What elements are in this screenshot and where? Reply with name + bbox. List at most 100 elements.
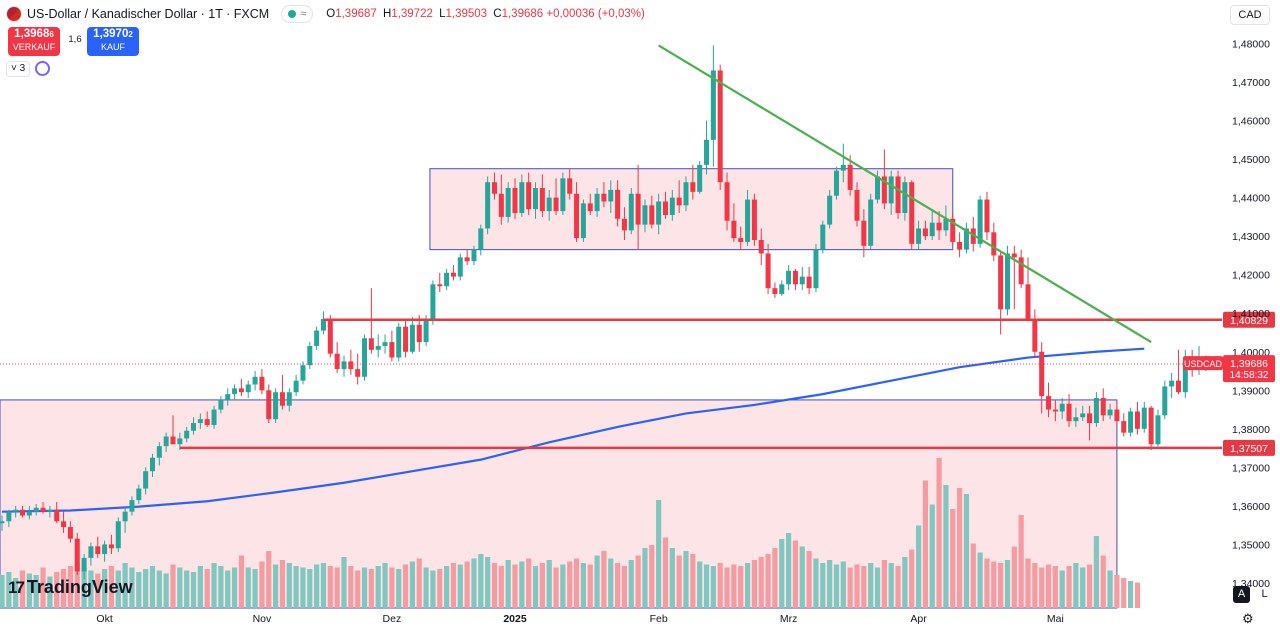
candle-body	[833, 170, 839, 196]
volume-bar	[621, 566, 628, 608]
volume-bar	[1004, 560, 1011, 608]
volume-bar	[957, 488, 963, 608]
x-tick-label: Mrz	[780, 613, 798, 625]
auto-scale-button[interactable]: A	[1233, 586, 1250, 603]
volume-bar	[594, 555, 600, 608]
currency-selector[interactable]: CAD	[1230, 5, 1270, 25]
candle-body	[355, 369, 361, 377]
candle-body	[197, 419, 203, 424]
candle-body	[533, 187, 539, 210]
volume-bar	[437, 569, 443, 608]
volume-bar	[608, 558, 614, 608]
volume-bar	[505, 560, 511, 608]
volume-bar	[102, 569, 108, 608]
candle-body	[909, 182, 915, 244]
market-status-pill[interactable]: ≈	[281, 5, 314, 23]
volume-bar	[259, 561, 265, 608]
candle-body	[1032, 320, 1038, 352]
candle-body	[977, 199, 983, 244]
candle-body	[6, 511, 12, 522]
volume-bar	[1121, 578, 1127, 608]
volume-bar	[190, 572, 197, 608]
volume-bar	[314, 564, 320, 608]
candle-body	[799, 276, 805, 285]
candle-body	[943, 218, 949, 231]
volume-bar	[683, 551, 689, 608]
volume-bar	[389, 567, 395, 608]
candle-body	[868, 199, 874, 246]
candle-body	[1114, 409, 1120, 422]
volume-bar	[628, 560, 634, 608]
volume-bar	[690, 554, 696, 608]
volume-bar	[833, 564, 840, 608]
candle-body	[122, 511, 128, 522]
sell-button[interactable]: 1,39686 VERKAUF	[8, 27, 60, 56]
candle-body	[881, 176, 887, 204]
volume-bar	[635, 555, 641, 608]
usd-cad-flag-icon	[6, 6, 22, 22]
indicator-toggle[interactable]: ˅ 3	[6, 60, 51, 77]
candle-body	[574, 193, 580, 239]
volume-bar	[6, 572, 12, 608]
last-price-tag	[1223, 355, 1275, 383]
candle-body	[772, 288, 778, 294]
x-tick-label: Dez	[383, 613, 402, 625]
candle-body	[211, 409, 217, 425]
volume-bar	[758, 557, 764, 608]
candle-body	[375, 345, 381, 350]
volume-bar	[779, 539, 785, 608]
volume-bar	[143, 569, 149, 608]
volume-bar	[519, 561, 525, 608]
volume-bar	[738, 566, 744, 608]
candle-body	[334, 353, 340, 370]
candle-body	[54, 509, 60, 522]
candle-body	[1107, 409, 1113, 416]
volume-bar	[799, 546, 805, 608]
candle-body	[957, 241, 963, 250]
volume-bar	[252, 569, 258, 608]
volume-bar	[74, 563, 80, 608]
candle-body	[1025, 284, 1031, 321]
volume-bar	[327, 566, 333, 608]
candle-body	[546, 197, 552, 212]
volume-bar	[861, 566, 867, 608]
candle-body	[362, 338, 368, 377]
candle-body	[293, 380, 299, 393]
tradingview-logo[interactable]: 17 TradingView	[8, 577, 133, 597]
candle-body	[143, 471, 149, 489]
volume-bar	[601, 551, 607, 608]
indicator-count[interactable]: ˅ 3	[6, 60, 31, 77]
volume-bar	[197, 566, 203, 608]
volume-bar	[382, 563, 388, 608]
x-tick-label: 2025	[503, 613, 527, 625]
volume-bar	[1045, 564, 1052, 608]
candle-body	[526, 182, 532, 210]
volume-bar	[656, 500, 662, 608]
volume-bar	[991, 561, 997, 608]
candle-body	[902, 182, 908, 214]
y-tick-label: 1,45000	[1232, 154, 1270, 166]
log-scale-button[interactable]: L	[1261, 588, 1268, 600]
symbol-title[interactable]: US-Dollar / Kanadischer Dollar · 1T · FX…	[27, 7, 270, 21]
buy-button[interactable]: 1,39702 KAUF	[87, 27, 139, 56]
settings-gear-icon[interactable]: ⚙	[1242, 611, 1254, 626]
candle-body	[13, 509, 19, 512]
tv-logo-icon: 17	[8, 577, 25, 597]
candle-body	[273, 392, 279, 420]
candle-body	[792, 270, 798, 285]
volume-bar	[19, 570, 26, 608]
candle-body	[1155, 415, 1161, 445]
candle-body	[1093, 397, 1099, 424]
candle-body	[539, 187, 545, 212]
candle-body	[656, 201, 662, 225]
candle-body	[129, 500, 135, 512]
candle-body	[88, 546, 94, 558]
candle-body	[81, 557, 87, 572]
candle-body	[416, 324, 422, 343]
candle-body	[26, 511, 32, 516]
candle-body	[984, 199, 990, 233]
candle-body	[1169, 380, 1175, 387]
candle-body	[512, 187, 518, 214]
volume-bar	[526, 558, 532, 608]
